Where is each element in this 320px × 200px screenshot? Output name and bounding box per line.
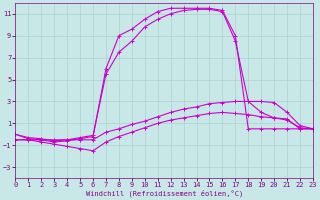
X-axis label: Windchill (Refroidissement éolien,°C): Windchill (Refroidissement éolien,°C) — [85, 190, 243, 197]
